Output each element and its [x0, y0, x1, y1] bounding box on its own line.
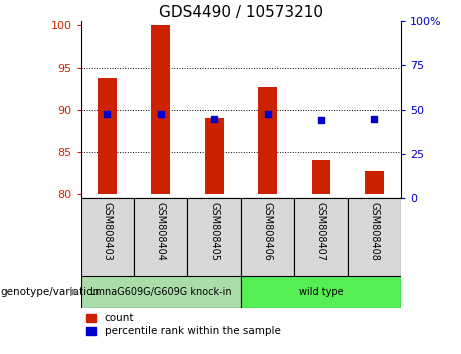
- Bar: [312, 160, 331, 194]
- Bar: [81, 276, 241, 308]
- Text: GSM808403: GSM808403: [102, 202, 112, 261]
- Text: ▶: ▶: [70, 287, 78, 297]
- Text: LmnaG609G/G609G knock-in: LmnaG609G/G609G knock-in: [90, 287, 231, 297]
- Bar: [258, 87, 277, 194]
- Point: [211, 116, 218, 121]
- Text: GSM808404: GSM808404: [156, 202, 166, 261]
- Bar: [81, 198, 134, 276]
- Bar: [294, 198, 348, 276]
- Text: genotype/variation: genotype/variation: [0, 287, 99, 297]
- Text: wild type: wild type: [299, 287, 343, 297]
- Bar: [348, 198, 401, 276]
- Legend: count, percentile rank within the sample: count, percentile rank within the sample: [86, 313, 280, 336]
- Bar: [365, 171, 384, 194]
- Point: [264, 111, 271, 117]
- Bar: [205, 118, 224, 194]
- Title: GDS4490 / 10573210: GDS4490 / 10573210: [159, 5, 323, 20]
- Point: [317, 118, 325, 123]
- Bar: [241, 276, 401, 308]
- Bar: [134, 198, 188, 276]
- Point: [371, 116, 378, 121]
- Bar: [241, 198, 294, 276]
- Text: GSM808406: GSM808406: [263, 202, 272, 261]
- Point: [104, 111, 111, 117]
- Text: GSM808405: GSM808405: [209, 202, 219, 261]
- Bar: [151, 25, 170, 194]
- Bar: [188, 198, 241, 276]
- Text: GSM808407: GSM808407: [316, 202, 326, 261]
- Bar: [98, 78, 117, 194]
- Text: GSM808408: GSM808408: [369, 202, 379, 261]
- Point: [157, 111, 165, 117]
